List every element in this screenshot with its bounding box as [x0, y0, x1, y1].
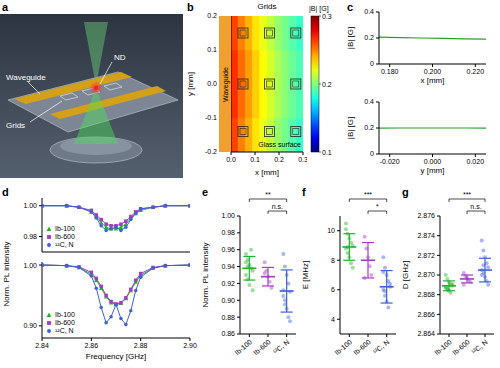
svg-text:|B| [G]: |B| [G] [309, 5, 329, 12]
svg-text:-0.020: -0.020 [380, 158, 400, 165]
svg-text:2.86: 2.86 [85, 342, 99, 349]
svg-text:Ib-600: Ib-600 [252, 338, 272, 356]
svg-text:0.98: 0.98 [23, 233, 37, 240]
svg-text:0.4: 0.4 [364, 98, 374, 105]
svg-text:0.90: 0.90 [221, 297, 235, 304]
svg-text:8: 8 [331, 257, 335, 264]
svg-text:0.94: 0.94 [221, 263, 235, 270]
svg-text:0.1: 0.1 [322, 149, 332, 156]
svg-text:n.s.: n.s. [470, 203, 481, 210]
html-text:Waveguide: Waveguide [221, 66, 229, 102]
html-text:e: e [202, 186, 209, 198]
svg-text:x [mm]: x [mm] [255, 168, 279, 177]
svg-text:**: ** [265, 191, 271, 198]
html-text:f: f [302, 186, 306, 198]
html-text:Ib-100: Ib-100 [55, 311, 75, 318]
svg-text:2.868: 2.868 [417, 291, 435, 298]
svg-text:0.90: 0.90 [23, 322, 37, 329]
svg-text:0.0: 0.0 [207, 80, 217, 87]
svg-text:0.2: 0.2 [322, 81, 332, 88]
svg-text:Grids: Grids [6, 121, 25, 130]
html-text:¹²C, N: ¹²C, N [55, 327, 74, 334]
html-text:Glass surface: Glass surface [258, 141, 301, 148]
svg-text:1.00: 1.00 [23, 262, 37, 269]
svg-text:¹²C, N: ¹²C, N [372, 338, 391, 355]
svg-text:Ib-100: Ib-100 [233, 338, 253, 356]
svg-text:***: *** [463, 191, 471, 198]
svg-text:0.88: 0.88 [221, 314, 235, 321]
svg-text:2.864: 2.864 [417, 330, 435, 337]
svg-text:0.96: 0.96 [221, 246, 235, 253]
svg-text:0.4: 0.4 [364, 8, 374, 15]
svg-text:0.180: 0.180 [381, 68, 399, 75]
html-text:¹²C, N: ¹²C, N [55, 241, 74, 248]
svg-text:Norm. PL intensity: Norm. PL intensity [2, 241, 11, 306]
html-text:b: b [187, 1, 194, 13]
svg-text:Ib-100: Ib-100 [333, 338, 353, 356]
svg-text:0.020: 0.020 [467, 158, 485, 165]
svg-text:¹²C, N: ¹²C, N [272, 338, 291, 355]
svg-text:0.3: 0.3 [322, 13, 332, 20]
html-text:Ib-100: Ib-100 [55, 225, 75, 232]
svg-text:0.98: 0.98 [221, 229, 235, 236]
html-text:d: d [2, 186, 9, 198]
svg-text:ND: ND [114, 53, 126, 62]
svg-text:y [mm]: y [mm] [186, 72, 195, 96]
svg-text:0.1: 0.1 [250, 156, 260, 163]
svg-text:Ib-600: Ib-600 [451, 338, 471, 356]
svg-text:0.200: 0.200 [424, 68, 442, 75]
svg-text:Norm. PL intensity: Norm. PL intensity [201, 242, 210, 307]
svg-text:0.92: 0.92 [221, 280, 235, 287]
svg-text:2.876: 2.876 [417, 212, 435, 219]
svg-text:10: 10 [327, 227, 335, 234]
svg-text:Waveguide: Waveguide [6, 73, 46, 82]
svg-text:Ib-100: Ib-100 [433, 338, 453, 356]
svg-text:2.88: 2.88 [134, 342, 148, 349]
svg-text:0.86: 0.86 [221, 330, 235, 337]
svg-text:0: 0 [370, 60, 374, 67]
svg-text:0: 0 [370, 150, 374, 157]
svg-text:0.2: 0.2 [364, 34, 374, 41]
svg-text:1.00: 1.00 [221, 212, 235, 219]
html-text:Ib-600: Ib-600 [55, 319, 75, 326]
svg-text:0.2: 0.2 [274, 156, 284, 163]
html-text:Grids: Grids [257, 2, 277, 11]
svg-text:-0.2: -0.2 [205, 148, 217, 155]
svg-text:Ib-600: Ib-600 [352, 338, 372, 356]
svg-text:-0.1: -0.1 [205, 114, 217, 121]
svg-text:4: 4 [331, 316, 335, 323]
svg-text:x [mm]: x [mm] [421, 76, 445, 85]
svg-text:2.84: 2.84 [35, 342, 49, 349]
html-text:c: c [347, 1, 354, 13]
svg-text:2.90: 2.90 [183, 342, 197, 349]
svg-text:0.1: 0.1 [207, 46, 217, 53]
svg-text:*: * [376, 203, 379, 210]
svg-text:E [MHz]: E [MHz] [301, 261, 310, 289]
svg-text:2.874: 2.874 [417, 232, 435, 239]
svg-text:1.00: 1.00 [23, 202, 37, 209]
svg-text:6: 6 [331, 286, 335, 293]
svg-text:2.866: 2.866 [417, 311, 435, 318]
svg-text:0.3: 0.3 [298, 156, 307, 163]
svg-text:¹²C, N: ¹²C, N [470, 338, 489, 355]
svg-text:|B| [G]: |B| [G] [346, 117, 355, 139]
svg-text:D [GHz]: D [GHz] [401, 261, 410, 289]
html-text:Ib-600: Ib-600 [55, 233, 75, 240]
svg-text:0.2: 0.2 [207, 12, 217, 19]
svg-text:0.2: 0.2 [364, 124, 374, 131]
svg-text:y [mm]: y [mm] [421, 166, 445, 175]
svg-text:0.0: 0.0 [226, 156, 236, 163]
html-text:a: a [2, 1, 9, 13]
svg-text:0.000: 0.000 [424, 158, 442, 165]
svg-text:n.s.: n.s. [272, 203, 283, 210]
svg-text:2.870: 2.870 [417, 271, 435, 278]
svg-text:Frequency [GHz]: Frequency [GHz] [86, 352, 146, 361]
svg-text:|B| [G]: |B| [G] [346, 27, 355, 49]
html-text:g: g [402, 186, 409, 198]
svg-text:0.220: 0.220 [467, 68, 485, 75]
svg-text:2.872: 2.872 [417, 252, 435, 259]
svg-text:***: *** [364, 191, 372, 198]
